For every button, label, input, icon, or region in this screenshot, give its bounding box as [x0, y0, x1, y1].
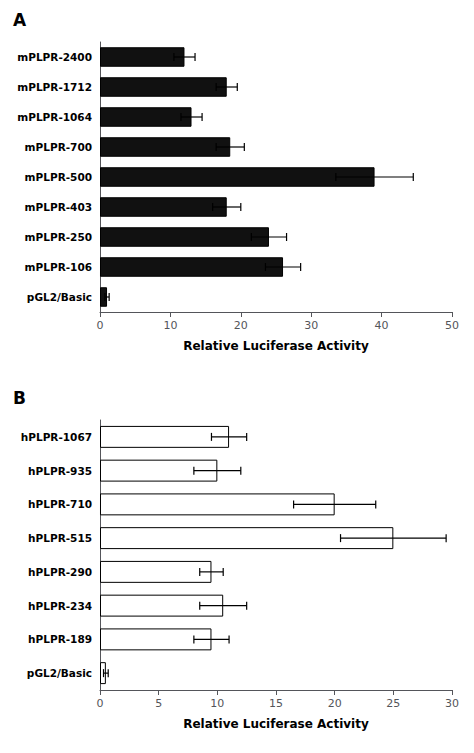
- svg-text:mPLPR-1712: mPLPR-1712: [17, 81, 92, 93]
- svg-text:mPLPR-2400: mPLPR-2400: [17, 51, 92, 63]
- svg-text:25: 25: [386, 697, 400, 710]
- svg-text:20: 20: [328, 697, 342, 710]
- svg-text:hPLPR-935: hPLPR-935: [28, 465, 92, 477]
- svg-text:0: 0: [97, 319, 104, 332]
- svg-text:40: 40: [375, 319, 389, 332]
- svg-text:30: 30: [445, 697, 459, 710]
- svg-text:30: 30: [304, 319, 318, 332]
- svg-text:pGL2/Basic: pGL2/Basic: [27, 291, 92, 303]
- svg-text:hPLPR-234: hPLPR-234: [28, 600, 92, 612]
- svg-text:hPLPR-710: hPLPR-710: [28, 498, 92, 510]
- svg-text:Relative Luciferase Activity: Relative Luciferase Activity: [183, 717, 369, 731]
- svg-text:15: 15: [269, 697, 283, 710]
- svg-text:mPLPR-250: mPLPR-250: [25, 231, 92, 243]
- svg-text:20: 20: [234, 319, 248, 332]
- svg-text:pGL2/Basic: pGL2/Basic: [27, 667, 92, 679]
- svg-text:10: 10: [163, 319, 177, 332]
- svg-text:Relative Luciferase Activity: Relative Luciferase Activity: [183, 339, 369, 353]
- svg-text:hPLPR-515: hPLPR-515: [28, 532, 92, 544]
- svg-text:mPLPR-500: mPLPR-500: [25, 171, 92, 183]
- svg-text:10: 10: [210, 697, 224, 710]
- svg-text:mPLPR-700: mPLPR-700: [25, 141, 92, 153]
- svg-text:A: A: [13, 10, 27, 30]
- svg-text:50: 50: [445, 319, 459, 332]
- svg-text:B: B: [13, 388, 26, 408]
- svg-text:hPLPR-1067: hPLPR-1067: [21, 431, 92, 443]
- svg-text:0: 0: [97, 697, 104, 710]
- svg-text:mPLPR-1064: mPLPR-1064: [17, 111, 92, 123]
- svg-text:hPLPR-290: hPLPR-290: [28, 566, 92, 578]
- svg-text:5: 5: [155, 697, 162, 710]
- svg-text:mPLPR-106: mPLPR-106: [25, 261, 92, 273]
- svg-text:mPLPR-403: mPLPR-403: [25, 201, 92, 213]
- svg-text:hPLPR-189: hPLPR-189: [28, 633, 92, 645]
